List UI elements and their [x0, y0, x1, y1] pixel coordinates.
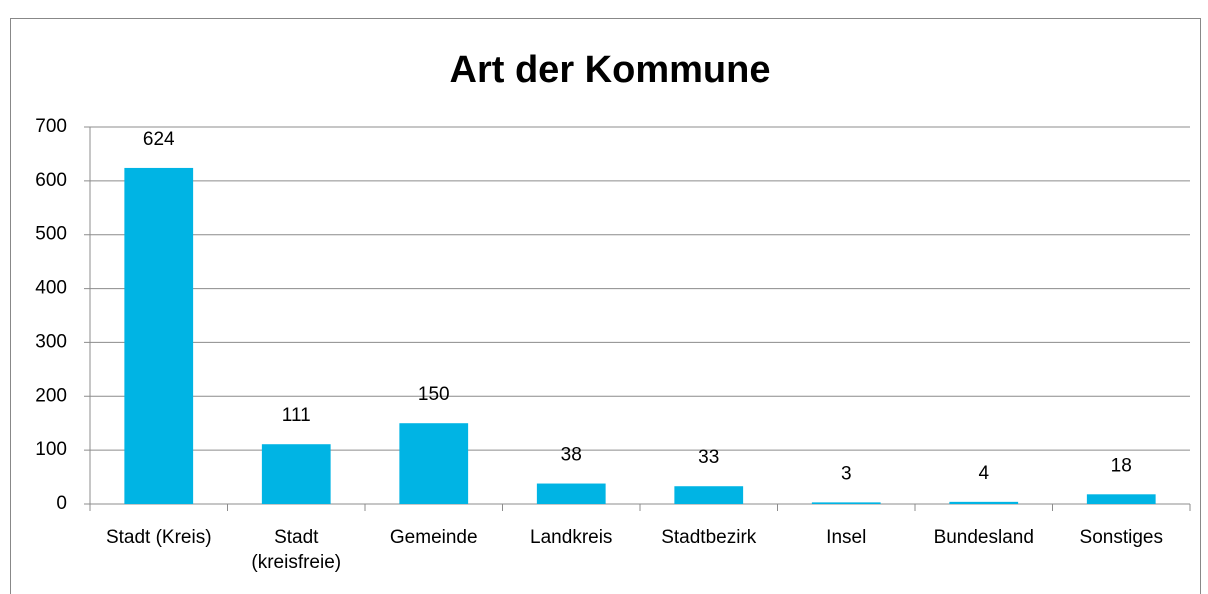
- y-tick-label: 500: [35, 224, 67, 245]
- bar: [261, 444, 331, 504]
- data-label: 33: [698, 447, 719, 468]
- data-label: 4: [978, 463, 989, 484]
- y-tick-label: 600: [35, 170, 67, 191]
- bar: [536, 483, 606, 504]
- y-tick-label: 700: [35, 116, 67, 137]
- bar: [1086, 494, 1156, 504]
- bar: [399, 423, 469, 504]
- bar: [674, 486, 744, 504]
- data-label: 38: [561, 445, 582, 466]
- data-label: 150: [418, 384, 450, 405]
- x-tick-label: Bundesland: [933, 527, 1034, 548]
- x-tick-label: Stadtbezirk: [661, 527, 757, 548]
- y-tick-label: 200: [35, 385, 67, 406]
- data-label: 111: [282, 405, 311, 426]
- chart-title: Art der Kommune: [450, 49, 771, 91]
- x-tick-label: Stadt (kreisfreie): [251, 527, 342, 573]
- x-tick-label: Landkreis: [530, 527, 613, 548]
- data-label: 18: [1111, 455, 1132, 476]
- x-tick-label: Gemeinde: [389, 527, 478, 548]
- bar: [124, 167, 194, 504]
- x-tick-label: Insel: [826, 527, 867, 548]
- y-tick-label: 400: [35, 278, 67, 299]
- data-label: 3: [841, 463, 852, 484]
- x-tick-label: Stadt (Kreis): [105, 527, 212, 548]
- data-label: 624: [143, 129, 175, 150]
- y-tick-label: 0: [56, 493, 67, 514]
- x-tick-label: Sonstiges: [1079, 527, 1163, 548]
- bar: [949, 501, 1019, 504]
- y-tick-label: 100: [35, 439, 67, 460]
- bar: [811, 502, 881, 504]
- y-tick-label: 300: [35, 331, 67, 352]
